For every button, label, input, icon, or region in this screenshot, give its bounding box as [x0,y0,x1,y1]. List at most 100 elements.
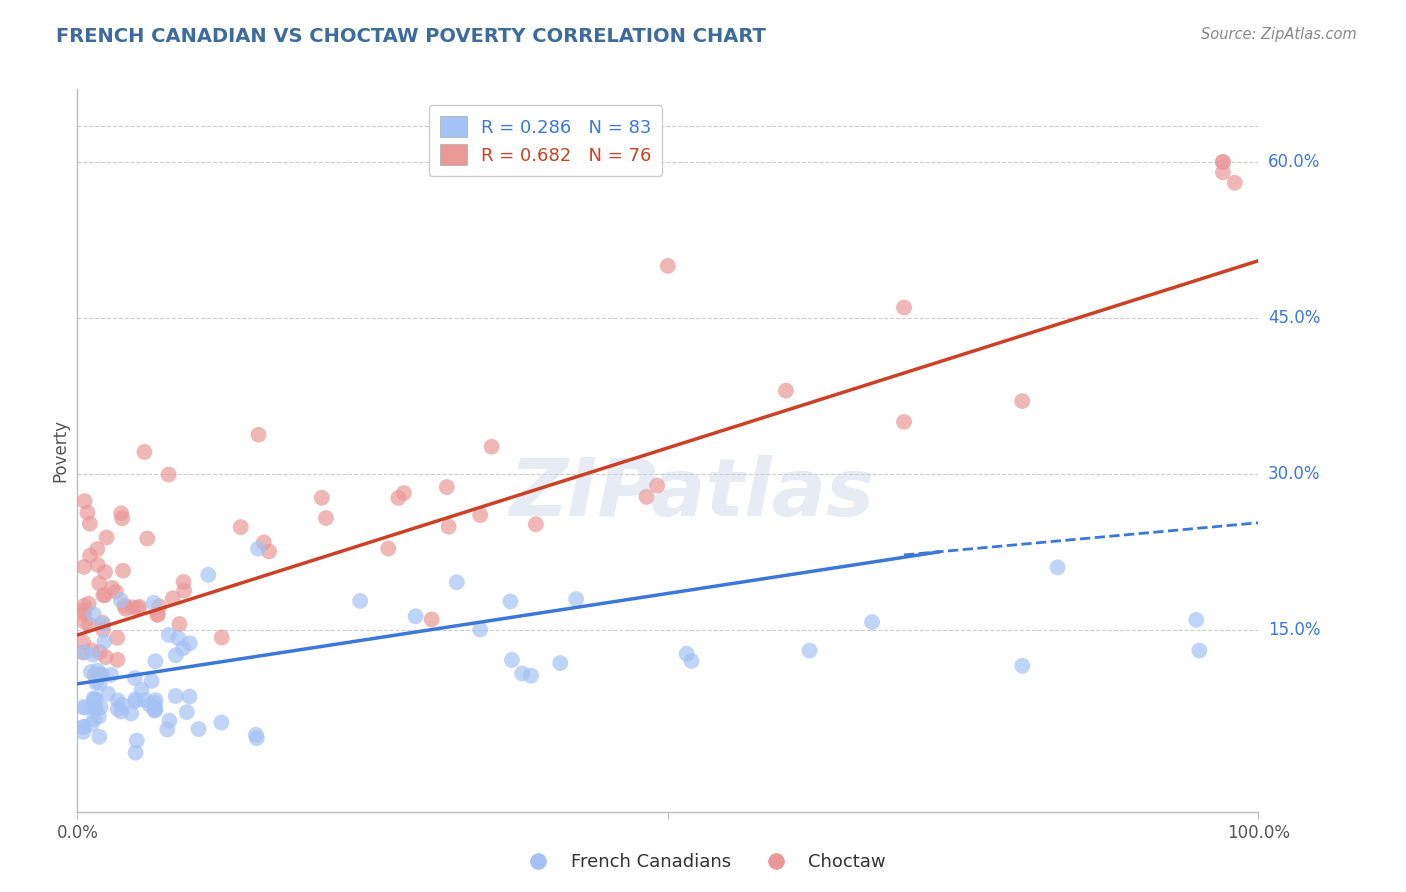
Text: 45.0%: 45.0% [1268,309,1320,326]
Point [124,671,146,685]
Point [1046,560,1069,574]
Point [73,607,96,621]
Point [90,700,112,714]
Point [80,643,103,657]
Point [143,704,166,718]
Point [548,656,571,670]
Point [392,486,415,500]
Point [89,668,111,682]
Point [107,702,129,716]
Point [146,607,169,622]
Point [84,675,107,690]
Point [107,693,129,707]
Point [146,607,169,622]
Point [165,648,187,663]
Point [247,541,270,556]
Point [145,654,167,668]
Point [1011,658,1033,673]
Point [136,532,159,546]
Point [681,654,703,668]
Point [101,581,124,595]
Text: ZIPatlas: ZIPatlas [509,455,875,533]
Point [111,511,134,525]
Point [176,705,198,719]
Point [87,709,110,723]
Point [83,692,105,706]
Point [73,599,96,613]
Point [520,668,543,682]
Point [657,259,679,273]
Point [91,615,114,630]
Point [229,520,252,534]
Point [90,667,112,681]
Point [72,646,94,660]
Point [420,612,443,626]
Point [349,594,371,608]
Point [247,427,270,442]
Point [510,666,533,681]
Point [89,730,111,744]
Point [107,653,129,667]
Point [145,693,167,707]
Point [501,653,523,667]
Point [104,584,127,599]
Point [211,631,233,645]
Point [72,720,94,734]
Point [121,600,143,615]
Point [446,575,468,590]
Point [77,597,100,611]
Point [1185,613,1208,627]
Point [179,690,201,704]
Point [91,623,114,637]
Point [77,617,100,632]
Point [1188,643,1211,657]
Point [120,706,142,721]
Point [799,643,821,657]
Point [387,491,409,505]
Point [134,693,156,707]
Point [114,602,136,616]
Point [1223,176,1246,190]
Point [143,696,166,710]
Point [110,506,132,520]
Text: 60.0%: 60.0% [1268,153,1320,171]
Point [86,542,108,557]
Point [84,702,107,716]
Point [100,668,122,682]
Point [94,565,117,579]
Point [775,384,797,398]
Point [124,746,146,760]
Point [73,494,96,508]
Point [124,692,146,706]
Point [377,541,399,556]
Point [167,632,190,646]
Point [565,592,588,607]
Point [82,648,104,662]
Point [246,731,269,746]
Point [893,415,915,429]
Point [83,712,105,726]
Point [157,467,180,482]
Point [93,588,115,602]
Point [94,650,117,665]
Point [675,647,697,661]
Point [141,673,163,688]
Point [311,491,333,505]
Point [437,519,460,533]
Text: Source: ZipAtlas.com: Source: ZipAtlas.com [1201,27,1357,42]
Point [470,623,492,637]
Point [145,701,167,715]
Point [84,692,107,706]
Point [162,591,184,606]
Point [94,588,117,602]
Point [524,517,547,532]
Point [179,636,201,650]
Point [157,714,180,728]
Point [76,506,98,520]
Point [156,723,179,737]
Point [72,604,94,618]
Point [143,703,166,717]
Point [83,607,105,622]
Point [87,558,110,572]
Text: 15.0%: 15.0% [1268,621,1320,639]
